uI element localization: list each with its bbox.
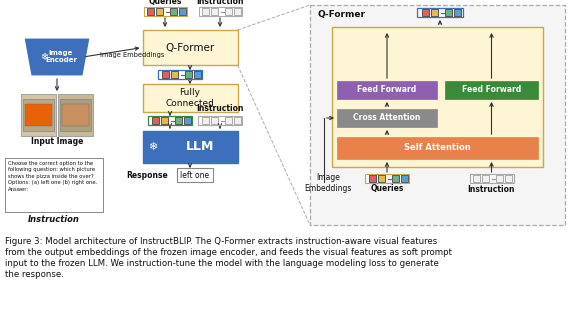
Text: Image
Encoder: Image Encoder (45, 50, 77, 63)
Bar (368, 175, 375, 182)
Bar (152, 117, 158, 124)
Bar (146, 8, 153, 15)
Bar (496, 175, 503, 182)
Bar (158, 70, 202, 79)
Text: Q-Former: Q-Former (318, 10, 366, 20)
Bar (60, 99, 91, 131)
Text: Queries: Queries (370, 184, 404, 193)
Bar (170, 71, 177, 78)
Bar (193, 71, 201, 78)
Text: Cross Attention: Cross Attention (353, 113, 420, 122)
Bar (144, 7, 186, 16)
Bar (422, 9, 428, 16)
Bar (482, 175, 489, 182)
Text: Fully
Connected: Fully Connected (165, 88, 214, 108)
Bar (198, 116, 242, 125)
Text: input to the frozen LLM. We instruction-tune the model with the language modelin: input to the frozen LLM. We instruction-… (5, 259, 439, 268)
Bar (174, 117, 181, 124)
Text: Feed Forward: Feed Forward (358, 86, 416, 94)
Bar (201, 8, 209, 15)
Bar (184, 117, 190, 124)
Text: Image Embeddings: Image Embeddings (100, 52, 164, 58)
Bar (169, 8, 177, 15)
Text: Instruction: Instruction (196, 0, 244, 6)
Text: Feed Forward: Feed Forward (462, 86, 521, 94)
Bar (391, 175, 399, 182)
Text: Instruction: Instruction (28, 215, 80, 223)
Bar (178, 8, 185, 15)
Bar (224, 8, 232, 15)
Bar (365, 174, 409, 183)
Bar (470, 174, 514, 183)
Bar (142, 131, 237, 163)
Text: Image
Embeddings: Image Embeddings (304, 173, 352, 193)
Bar (62, 104, 89, 126)
Bar (177, 168, 213, 182)
Bar (148, 116, 192, 125)
Bar (142, 30, 237, 65)
Bar (142, 84, 237, 112)
Bar (337, 81, 437, 99)
Text: Queries: Queries (148, 0, 182, 6)
Polygon shape (24, 38, 90, 76)
Bar (210, 8, 217, 15)
Text: the response.: the response. (5, 270, 64, 279)
Text: Response: Response (126, 171, 168, 179)
Text: Input Image: Input Image (31, 138, 83, 146)
Text: ❄: ❄ (148, 142, 157, 152)
Bar (224, 117, 232, 124)
Bar (454, 9, 460, 16)
Bar (58, 94, 93, 136)
Bar (233, 8, 240, 15)
Bar (444, 9, 451, 16)
Bar (417, 8, 463, 17)
Text: from the output embeddings of the frozen image encoder, and feeds the visual fea: from the output embeddings of the frozen… (5, 248, 452, 257)
Bar (23, 99, 54, 131)
Bar (400, 175, 407, 182)
Text: Q-Former: Q-Former (165, 42, 214, 53)
Text: Instruction: Instruction (468, 184, 515, 193)
Text: Figure 3: Model architecture of InstructBLIP. The Q-Former extracts instruction-: Figure 3: Model architecture of Instruct… (5, 237, 437, 246)
Text: Self Attention: Self Attention (404, 144, 471, 152)
Bar (337, 137, 538, 159)
Bar (378, 175, 384, 182)
Bar (161, 117, 168, 124)
Text: Choose the correct option to the
following question: which picture
shows the piz: Choose the correct option to the followi… (8, 161, 97, 191)
Bar (198, 7, 241, 16)
Text: LLM: LLM (186, 140, 214, 153)
Bar (161, 71, 169, 78)
Text: left one: left one (180, 171, 209, 179)
Bar (233, 117, 240, 124)
Bar (505, 175, 512, 182)
Bar (431, 9, 438, 16)
Bar (337, 109, 437, 127)
Bar (25, 104, 52, 126)
Bar (201, 117, 209, 124)
Text: Instruction: Instruction (196, 104, 244, 113)
Bar (156, 8, 162, 15)
Bar (473, 175, 480, 182)
Bar (210, 117, 217, 124)
Bar (310, 5, 565, 225)
Bar (5, 158, 103, 212)
Bar (21, 94, 56, 136)
Bar (332, 27, 543, 167)
Text: ❄: ❄ (40, 52, 48, 62)
Bar (185, 71, 192, 78)
Bar (445, 81, 538, 99)
